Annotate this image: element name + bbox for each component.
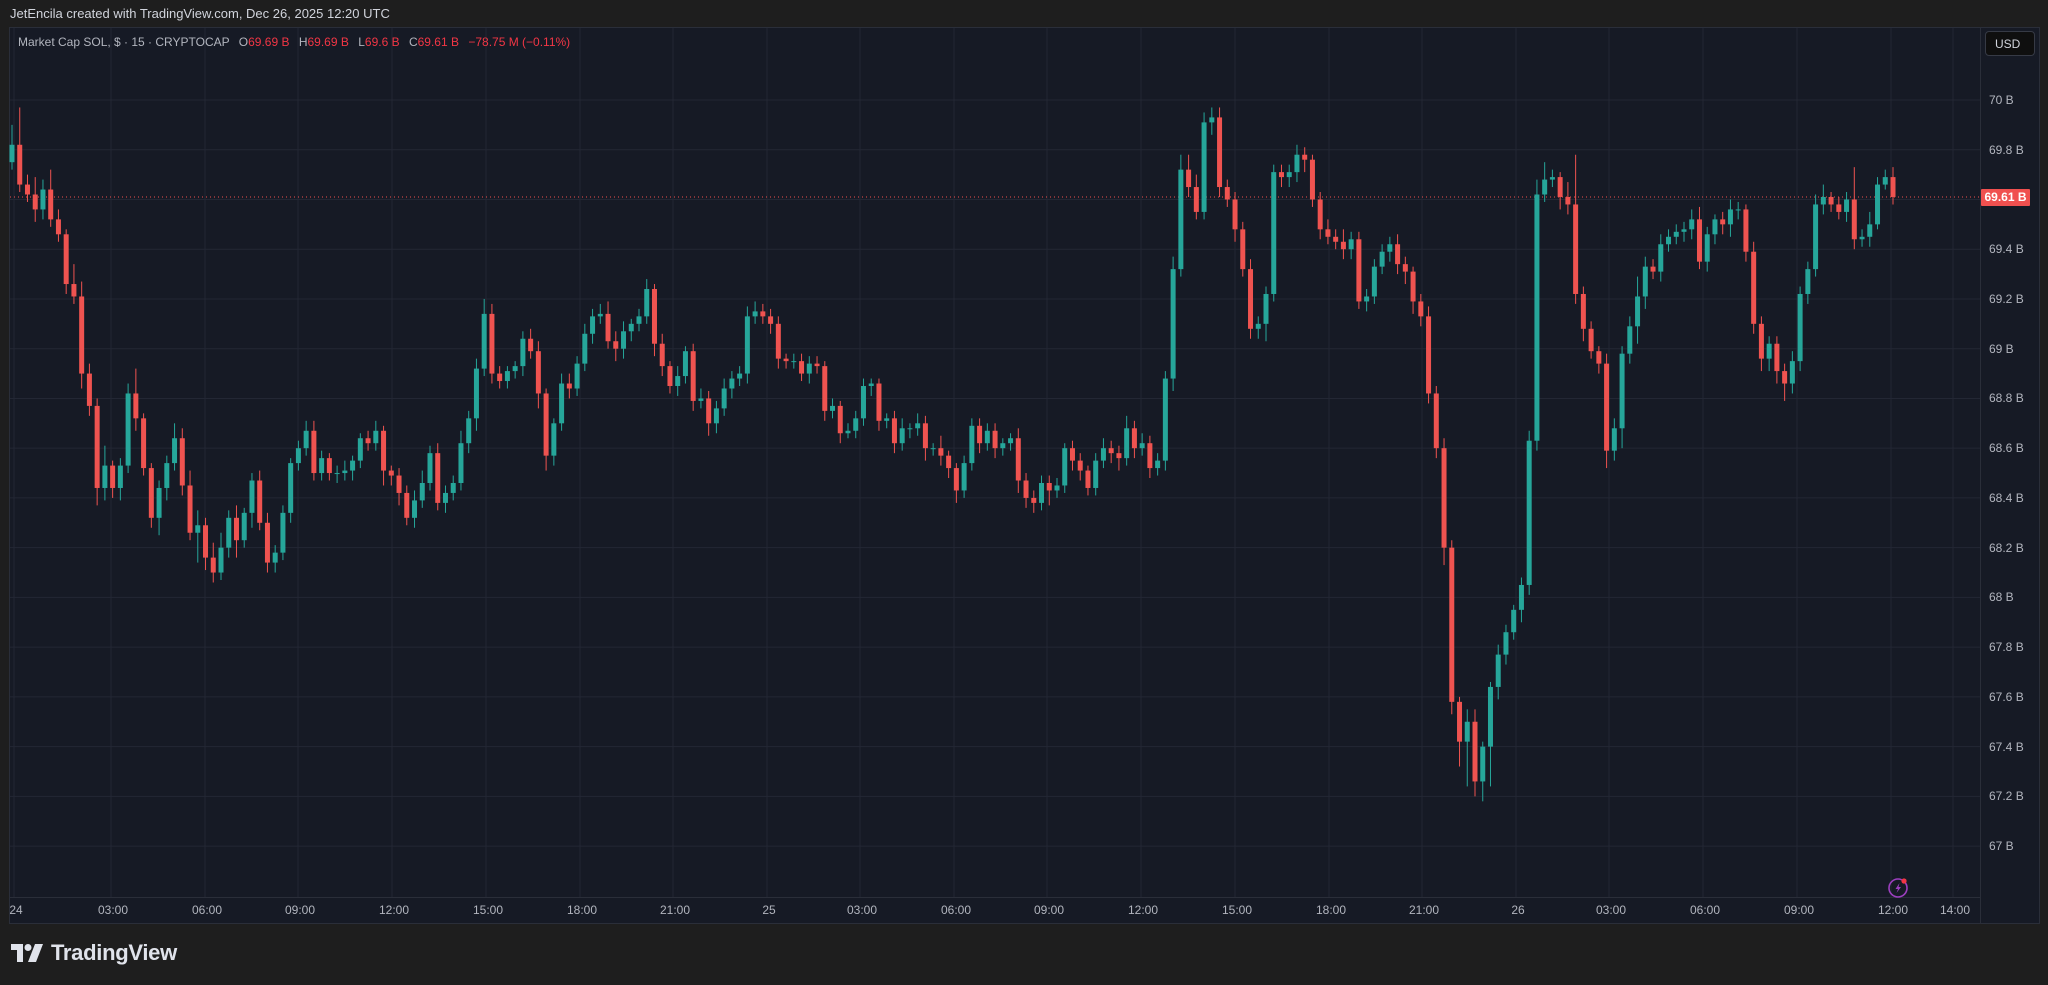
legend-change: −78.75 M (−0.11%) [468, 35, 571, 49]
currency-button[interactable]: USD [1985, 31, 2035, 56]
price-axis-label: 68.8 B [1989, 391, 2024, 406]
time-axis-label: 14:00 [1939, 903, 1971, 917]
price-axis-divider [1980, 28, 1981, 923]
time-axis-label: 09:00 [1033, 903, 1065, 917]
legend-open-value: 69.69 B [248, 35, 290, 49]
price-axis-label: 69 B [1989, 341, 2014, 356]
time-axis-label: 12:00 [1877, 903, 1909, 917]
chart-frame[interactable] [9, 27, 2040, 924]
time-axis-label: 03:00 [97, 903, 129, 917]
price-axis-label: 70 B [1989, 93, 2014, 107]
time-axis-label: 15:00 [1221, 903, 1253, 917]
price-axis-label: 68 B [1989, 590, 2014, 605]
time-axis-label: 03:00 [846, 903, 878, 917]
legend-low-label: L [358, 35, 365, 49]
time-axis-label: 06:00 [940, 903, 972, 917]
legend-high-value: 69.69 B [307, 35, 349, 49]
time-axis-label: 12:00 [378, 903, 410, 917]
legend-close-value: 69.61 B [417, 35, 459, 49]
price-axis-label: 68.6 B [1989, 441, 2024, 456]
time-axis-label: 09:00 [1783, 903, 1815, 917]
time-axis-label: 03:00 [1595, 903, 1627, 917]
time-axis-label: 26 [1511, 903, 1525, 917]
candles [9, 107, 1896, 802]
time-axis-divider [10, 897, 1980, 898]
price-axis-label: 67.2 B [1989, 789, 2024, 804]
legend-high-label: H [298, 35, 308, 49]
legend-low-value: 69.6 B [364, 35, 400, 49]
grid-lines [10, 28, 1980, 897]
tradingview-logo-icon [11, 944, 43, 962]
legend-open-label: O [238, 35, 249, 49]
price-axis-label: 69.8 B [1989, 142, 2024, 157]
legend-symbol: Market Cap SOL, $ · 15 · CRYPTOCAP [18, 35, 230, 49]
lightning-alert-icon[interactable] [1887, 875, 1911, 904]
price-axis-label: 67.4 B [1989, 739, 2024, 754]
time-axis-label: 18:00 [1315, 903, 1347, 917]
time-axis-label: 06:00 [191, 903, 223, 917]
time-axis-label: 24 [9, 903, 23, 917]
tradingview-logo[interactable]: TradingView [11, 940, 177, 966]
price-axis-label: 68.4 B [1989, 490, 2024, 505]
price-axis-label: 69.2 B [1989, 291, 2024, 306]
legend-close-label: C [408, 35, 418, 49]
price-axis-label: 67.6 B [1989, 689, 2024, 704]
time-axis-label: 18:00 [566, 903, 598, 917]
time-axis-label: 15:00 [472, 903, 504, 917]
time-axis-label: 12:00 [1127, 903, 1159, 917]
time-axis-label: 06:00 [1689, 903, 1721, 917]
attribution-text: JetEncila created with TradingView.com, … [10, 6, 390, 21]
time-axis-label: 09:00 [284, 903, 316, 917]
chart-legend: Market Cap SOL, $ · 15 · CRYPTOCAP O69.6… [18, 35, 570, 49]
time-axis-label: 21:00 [659, 903, 691, 917]
brand-name: TradingView [51, 940, 177, 965]
time-axis-label: 25 [762, 903, 776, 917]
price-axis-label: 67 B [1989, 839, 2014, 854]
price-axis-label: 67.8 B [1989, 640, 2024, 655]
time-axis-label: 21:00 [1408, 903, 1440, 917]
price-axis-label: 68.2 B [1989, 540, 2024, 555]
last-price-tag: 69.61 B [1981, 188, 2030, 206]
price-axis-label: 69.4 B [1989, 242, 2024, 257]
